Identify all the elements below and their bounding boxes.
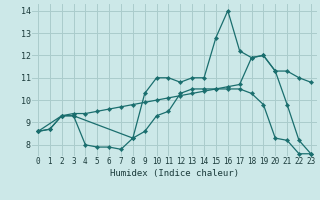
X-axis label: Humidex (Indice chaleur): Humidex (Indice chaleur) [110, 169, 239, 178]
